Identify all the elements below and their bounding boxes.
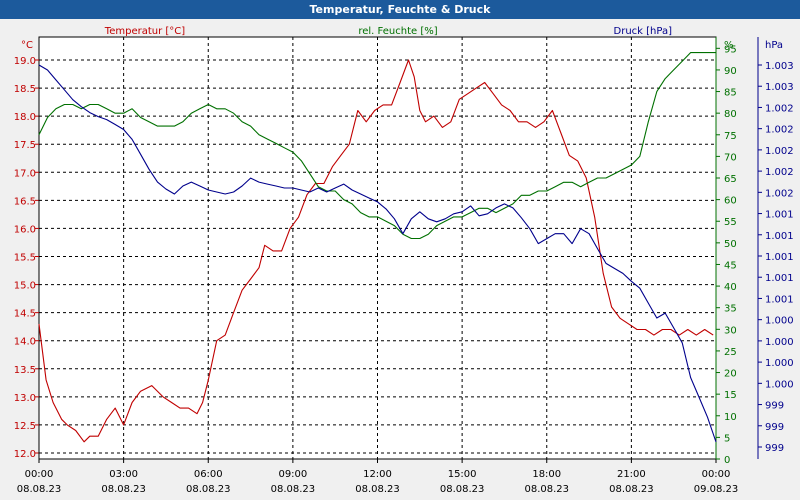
humidity-tick-label: 25 — [724, 347, 737, 358]
pressure-tick-label: 1.000 — [765, 379, 794, 390]
pressure-tick-label: 1.000 — [765, 337, 794, 348]
humidity-tick-label: 80 — [724, 109, 737, 120]
pressure-tick-label: 1.002 — [765, 146, 794, 157]
x-tick-date: 08.08.23 — [524, 484, 569, 495]
pressure-tick-label: 1.001 — [765, 273, 794, 284]
temperature-tick-label: 16.0 — [14, 224, 36, 235]
humidity-tick-label: 95 — [724, 44, 737, 55]
pressure-tick-label: 1.000 — [765, 358, 794, 369]
humidity-tick-label: 40 — [724, 282, 737, 293]
x-tick-time: 00:00 — [25, 469, 54, 480]
chart-title: Temperatur, Feuchte & Druck — [0, 0, 800, 19]
legend-pressure: Druck [hPa] — [614, 26, 673, 37]
x-tick-date: 09.08.23 — [694, 484, 739, 495]
humidity-tick-label: 75 — [724, 131, 737, 142]
temperature-tick-label: 18.0 — [14, 112, 36, 123]
legend-temperature: Temperatur [°C] — [104, 26, 185, 37]
legend-humidity: rel. Feuchte [%] — [358, 26, 437, 37]
temperature-tick-label: 12.5 — [14, 421, 36, 432]
pressure-tick-label: 1.002 — [765, 167, 794, 178]
humidity-unit: % — [724, 40, 734, 51]
pressure-tick-label: 1.003 — [765, 82, 794, 93]
x-tick-date: 08.08.23 — [101, 484, 146, 495]
pressure-tick-label: 1.002 — [765, 125, 794, 136]
pressure-tick-label: 1.001 — [765, 210, 794, 221]
temperature-unit: °C — [21, 40, 33, 51]
x-tick-date: 08.08.23 — [440, 484, 485, 495]
temperature-tick-label: 18.5 — [14, 84, 36, 95]
series-line-pressure — [38, 64, 717, 443]
temperature-tick-label: 13.0 — [14, 393, 36, 404]
humidity-tick-label: 45 — [724, 260, 737, 271]
humidity-tick-label: 20 — [724, 369, 737, 380]
humidity-tick-label: 0 — [724, 455, 730, 466]
temperature-tick-label: 14.5 — [14, 309, 36, 320]
series-line-temperature — [38, 59, 714, 443]
temperature-tick-label: 16.5 — [14, 196, 36, 207]
pressure-tick-label: 999 — [765, 422, 784, 433]
temperature-tick-label: 15.5 — [14, 253, 36, 264]
x-tick-date: 08.08.23 — [17, 484, 62, 495]
pressure-tick-label: 1.000 — [765, 316, 794, 327]
humidity-tick-label: 60 — [724, 196, 737, 207]
humidity-tick-label: 85 — [724, 88, 737, 99]
x-tick-time: 12:00 — [363, 469, 392, 480]
x-tick-time: 18:00 — [532, 469, 561, 480]
series-line-humidity — [38, 52, 716, 240]
x-tick-time: 00:00 — [702, 469, 731, 480]
pressure-tick-label: 1.001 — [765, 231, 794, 242]
pressure-tick-label: 1.001 — [765, 252, 794, 263]
x-tick-time: 21:00 — [617, 469, 646, 480]
pressure-tick-label: 999 — [765, 401, 784, 412]
pressure-tick-label: 1.001 — [765, 294, 794, 305]
x-tick-date: 08.08.23 — [271, 484, 316, 495]
pressure-tick-label: 1.002 — [765, 103, 794, 114]
pressure-tick-label: 1.003 — [765, 61, 794, 72]
temperature-tick-label: 13.5 — [14, 365, 36, 376]
temperature-tick-label: 12.0 — [14, 449, 36, 460]
temperature-tick-label: 17.5 — [14, 140, 36, 151]
humidity-tick-label: 10 — [724, 412, 737, 423]
humidity-tick-label: 5 — [724, 433, 730, 444]
humidity-tick-label: 15 — [724, 390, 737, 401]
x-tick-time: 03:00 — [109, 469, 138, 480]
x-tick-time: 15:00 — [448, 469, 477, 480]
pressure-tick-label: 1.002 — [765, 188, 794, 199]
humidity-tick-label: 55 — [724, 217, 737, 228]
humidity-tick-label: 90 — [724, 66, 737, 77]
humidity-tick-label: 30 — [724, 325, 737, 336]
x-tick-date: 08.08.23 — [355, 484, 400, 495]
pressure-tick-label: 999 — [765, 443, 784, 454]
humidity-tick-label: 70 — [724, 152, 737, 163]
temperature-tick-label: 15.0 — [14, 281, 36, 292]
humidity-tick-label: 35 — [724, 304, 737, 315]
x-tick-time: 06:00 — [194, 469, 223, 480]
humidity-tick-label: 65 — [724, 174, 737, 185]
temperature-tick-label: 14.0 — [14, 337, 36, 348]
pressure-unit: hPa — [765, 40, 783, 51]
x-tick-time: 09:00 — [278, 469, 307, 480]
temperature-tick-label: 19.0 — [14, 56, 36, 67]
temperature-tick-label: 17.0 — [14, 168, 36, 179]
humidity-tick-label: 50 — [724, 239, 737, 250]
x-tick-date: 08.08.23 — [186, 484, 231, 495]
x-tick-date: 08.08.23 — [609, 484, 654, 495]
